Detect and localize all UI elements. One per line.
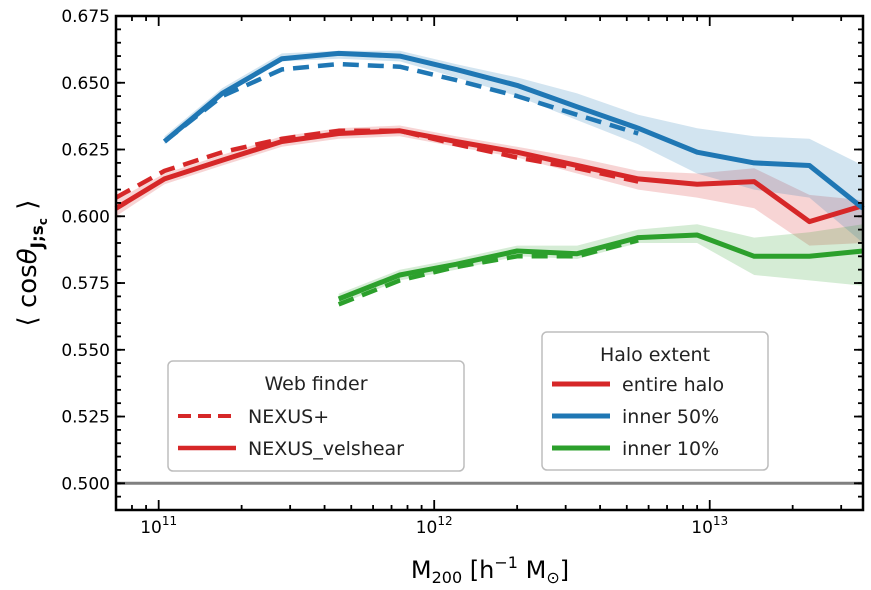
line-entire-halo-nexus	[114, 128, 639, 200]
y-tick-label: 0.650	[61, 74, 110, 94]
y-tick-label: 0.675	[61, 7, 110, 27]
band-inner-50	[164, 50, 863, 244]
y-tick-label: 0.575	[61, 274, 110, 294]
band-inner-10	[338, 224, 863, 305]
y-tick-labels: 0.500 0.525 0.550 0.575 0.600 0.625 0.650 0.675	[61, 7, 110, 494]
legend-label-inner-50: inner 50%	[622, 406, 719, 428]
series-lines	[114, 50, 865, 307]
plot-frame	[114, 14, 865, 512]
x-tick-label: 1011	[140, 514, 177, 538]
line-inner-10-nexus-velshear	[337, 232, 864, 302]
y-tick-label: 0.625	[61, 141, 110, 161]
x-tick-label: 1012	[416, 514, 453, 538]
legend-halo-extent: Halo extent entire halo inner 50% inner …	[541, 331, 769, 471]
legend-label-nexus-plus: NEXUS+	[248, 406, 329, 428]
y-tick-label: 0.550	[61, 341, 110, 361]
legend-web-finder-title: Web finder	[264, 373, 367, 395]
x-axis-label: M200 [h−1 M⊙]	[411, 553, 569, 587]
legend-halo-extent-title: Halo extent	[600, 344, 710, 366]
legend-label-entire-halo: entire halo	[622, 374, 724, 396]
y-axis-label: ⟨ cosθJ;sc ⟩	[13, 200, 50, 327]
line-inner-10-nexus	[337, 238, 639, 307]
x-tick-labels: 1011 1012 1013	[140, 514, 728, 538]
legend-web-finder-frame	[167, 360, 465, 472]
legend-label-nexus-velshear: NEXUS_velshear	[248, 438, 404, 460]
y-tick-label: 0.600	[61, 207, 110, 227]
line-entire-halo-nexus-velshear	[114, 128, 864, 225]
line-inner-50-nexus	[163, 61, 639, 144]
x-tick-label: 1013	[691, 514, 728, 538]
legend-web-finder: Web finder NEXUS+ NEXUS_velshear	[167, 360, 465, 472]
line-inner-50-nexus-velshear	[162, 50, 865, 211]
legend-halo-extent-frame	[541, 331, 769, 471]
legend-label-inner-10: inner 10%	[622, 438, 719, 460]
y-tick-label: 0.500	[61, 474, 110, 494]
y-tick-label: 0.525	[61, 408, 110, 428]
